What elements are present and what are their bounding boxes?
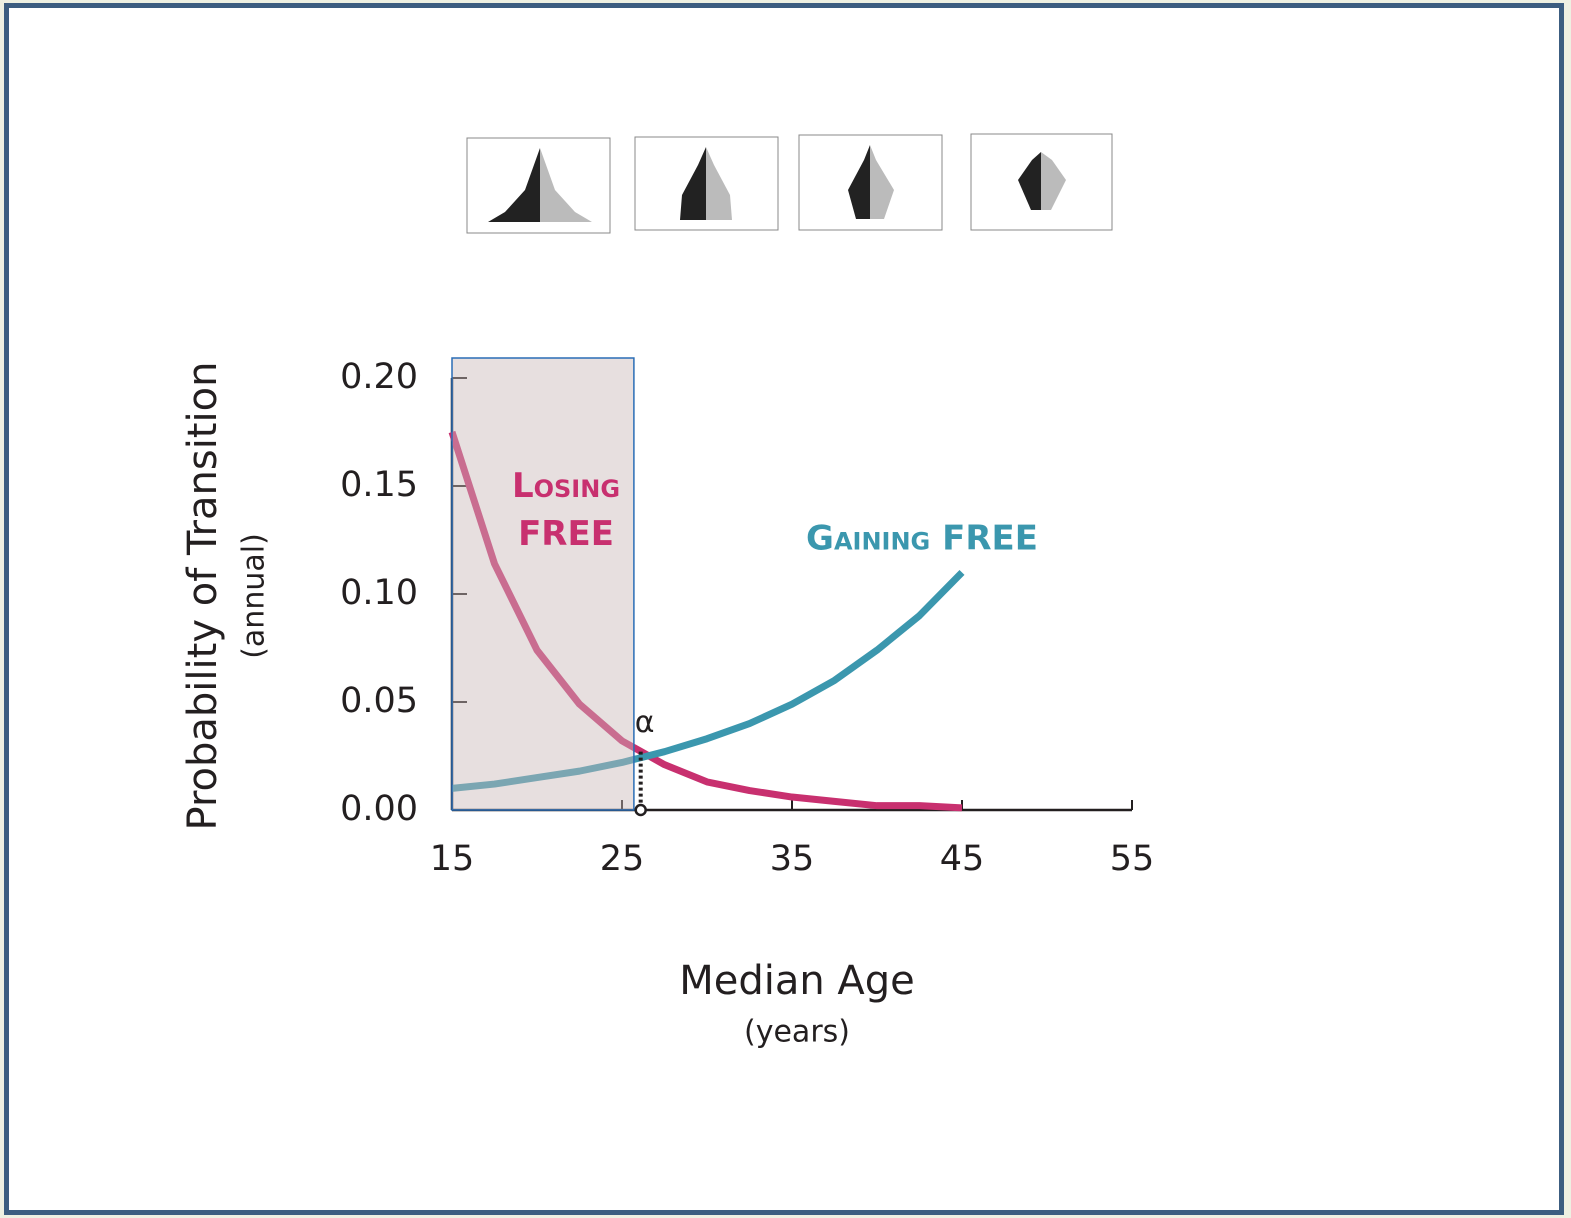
- pyramid-left: [488, 148, 540, 222]
- x-tick-label: 35: [770, 839, 815, 879]
- y-tick-label: 0.20: [340, 357, 418, 397]
- pyramid-thumbnails: [466, 133, 1113, 234]
- y-tick-label: 0.00: [340, 789, 418, 829]
- x-tick-label: 55: [1110, 839, 1155, 879]
- x-tick-label: 45: [940, 839, 985, 879]
- pyramid-right: [870, 145, 894, 219]
- alpha-marker: [634, 803, 647, 817]
- y-tick-label: 0.10: [340, 573, 418, 613]
- pyramid-left: [1018, 152, 1041, 210]
- y-axis-subtitle: (annual): [237, 533, 272, 659]
- series-label: Gaining FREE: [806, 519, 1038, 559]
- pyramid-right: [540, 148, 592, 222]
- alpha-label: α: [635, 705, 655, 740]
- series-label: Losing FREE: [512, 466, 620, 554]
- series-line: [451, 569, 965, 792]
- highlight-region: [451, 357, 635, 811]
- y-axis-title: Probability of Transition: [180, 362, 226, 831]
- series-line: [448, 430, 963, 812]
- x-axis-subtitle: (years): [744, 1015, 850, 1050]
- y-tick-label: 0.15: [340, 465, 418, 505]
- y-tick-label: 0.05: [340, 681, 418, 721]
- pyramid-left: [680, 147, 706, 220]
- frame: [4, 3, 1564, 1215]
- pyramid-right: [1041, 152, 1066, 210]
- x-tick-label: 15: [430, 839, 475, 879]
- pyramid-right: [706, 147, 732, 220]
- pyramid-left: [848, 145, 870, 219]
- x-tick-label: 25: [600, 839, 645, 879]
- x-axis-title: Median Age: [679, 958, 915, 1004]
